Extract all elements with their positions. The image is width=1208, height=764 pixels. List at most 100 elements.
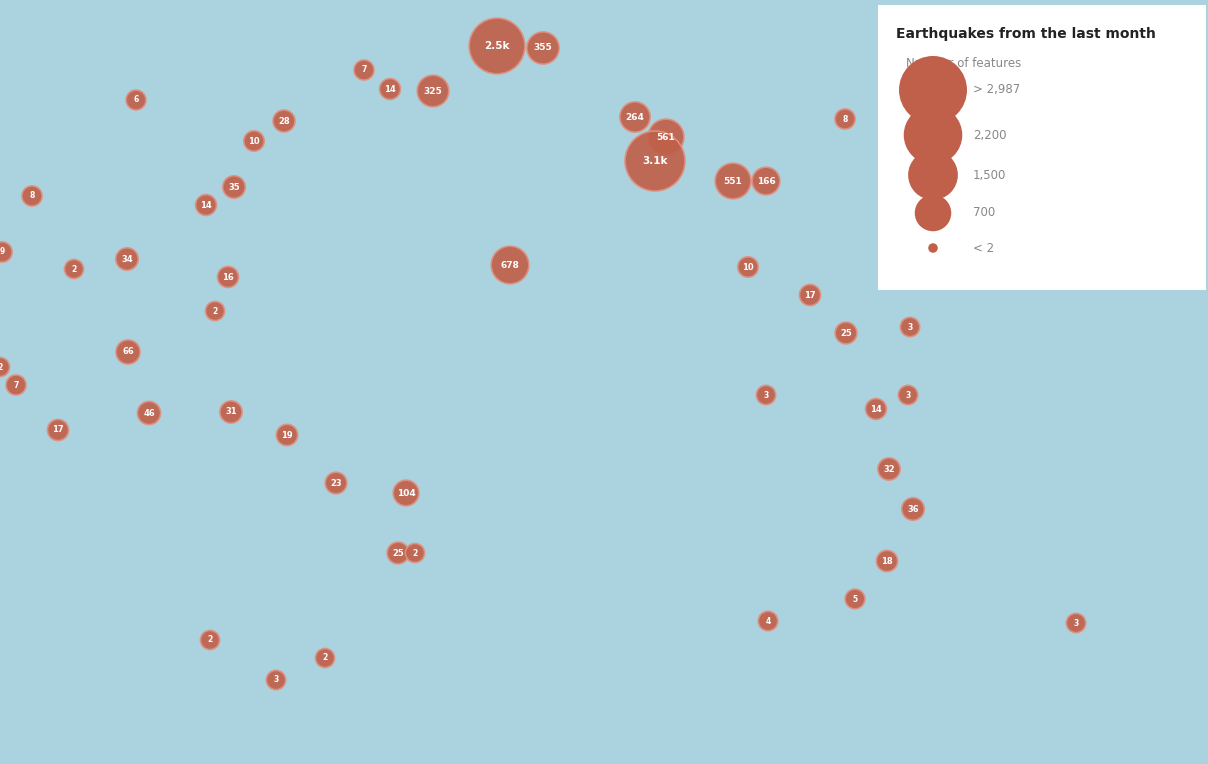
Text: 36: 36 [907,504,919,513]
Text: 3.1k: 3.1k [643,156,668,166]
Text: 3: 3 [1074,619,1079,627]
Circle shape [1067,613,1086,633]
Text: 678: 678 [500,261,519,270]
Circle shape [22,186,42,206]
Text: 23: 23 [330,478,342,487]
Text: 16: 16 [222,273,234,281]
Text: 7: 7 [361,66,367,75]
Circle shape [492,246,529,283]
Circle shape [901,497,924,520]
Circle shape [756,385,776,405]
Circle shape [878,458,900,480]
Text: 8: 8 [29,192,35,200]
Text: 18: 18 [881,556,893,565]
Circle shape [469,18,524,74]
Circle shape [325,472,347,494]
Text: 3: 3 [907,322,912,332]
Circle shape [138,401,161,425]
Text: 2: 2 [323,653,327,662]
Text: 32: 32 [883,465,895,474]
Circle shape [126,90,146,110]
Text: 2: 2 [213,306,217,316]
Text: 1,500: 1,500 [972,169,1006,182]
Text: 8: 8 [842,115,848,124]
Circle shape [64,260,83,279]
Circle shape [899,56,966,124]
Text: 28: 28 [278,116,290,125]
Text: 14: 14 [201,200,211,209]
Circle shape [753,167,780,195]
Circle shape [379,79,400,99]
Text: 6: 6 [133,96,139,105]
Circle shape [647,119,684,155]
Text: 561: 561 [657,132,675,141]
Circle shape [527,32,559,64]
Circle shape [266,670,285,690]
Circle shape [759,611,778,631]
Circle shape [244,131,265,151]
Text: 3: 3 [905,390,911,400]
Text: 17: 17 [805,290,815,299]
Text: 5: 5 [853,594,858,604]
Text: 66: 66 [122,348,134,357]
Circle shape [417,75,449,107]
Circle shape [354,60,374,80]
Circle shape [205,302,225,321]
Circle shape [277,424,297,445]
Circle shape [116,340,140,364]
Circle shape [201,630,220,649]
Text: 7: 7 [13,380,18,390]
Circle shape [914,195,951,231]
Text: 2: 2 [71,264,76,274]
Circle shape [846,589,865,609]
Text: 3: 3 [763,390,768,400]
Circle shape [273,110,295,132]
Circle shape [0,358,10,377]
Text: 2: 2 [0,362,2,371]
Text: 35: 35 [228,183,240,192]
Text: 2,200: 2,200 [972,128,1006,141]
Text: 31: 31 [225,407,237,416]
Circle shape [217,267,238,287]
Text: Number of features: Number of features [906,57,1021,70]
Text: 25: 25 [840,329,852,338]
Circle shape [196,195,216,215]
Circle shape [876,550,898,571]
Circle shape [928,243,937,253]
Circle shape [835,109,855,129]
Circle shape [6,375,27,395]
Text: 14: 14 [384,85,396,93]
Circle shape [738,257,759,277]
Circle shape [393,480,419,506]
FancyBboxPatch shape [878,5,1206,290]
Text: 2: 2 [208,636,213,645]
Text: 46: 46 [143,409,155,417]
Text: 3: 3 [273,675,279,685]
Text: 9: 9 [0,248,5,257]
Text: 2.5k: 2.5k [484,41,510,51]
Circle shape [625,131,685,191]
Circle shape [715,163,751,199]
Circle shape [899,385,918,405]
Circle shape [387,542,408,564]
Circle shape [116,248,138,270]
Text: Earthquakes from the last month: Earthquakes from the last month [896,27,1156,41]
Text: 264: 264 [626,112,644,121]
Circle shape [47,419,69,441]
Circle shape [800,284,820,306]
Circle shape [835,322,856,344]
Circle shape [620,102,650,132]
Circle shape [220,401,242,423]
Text: 355: 355 [534,44,552,53]
Text: 19: 19 [281,430,292,439]
Circle shape [900,317,919,337]
Text: < 2: < 2 [972,241,994,254]
Text: 104: 104 [396,488,416,497]
Text: 25: 25 [393,549,403,558]
Text: 700: 700 [972,206,995,219]
Text: 34: 34 [121,254,133,264]
Text: 10: 10 [742,263,754,271]
Text: 14: 14 [870,404,882,413]
Circle shape [406,543,424,562]
Circle shape [904,105,963,164]
